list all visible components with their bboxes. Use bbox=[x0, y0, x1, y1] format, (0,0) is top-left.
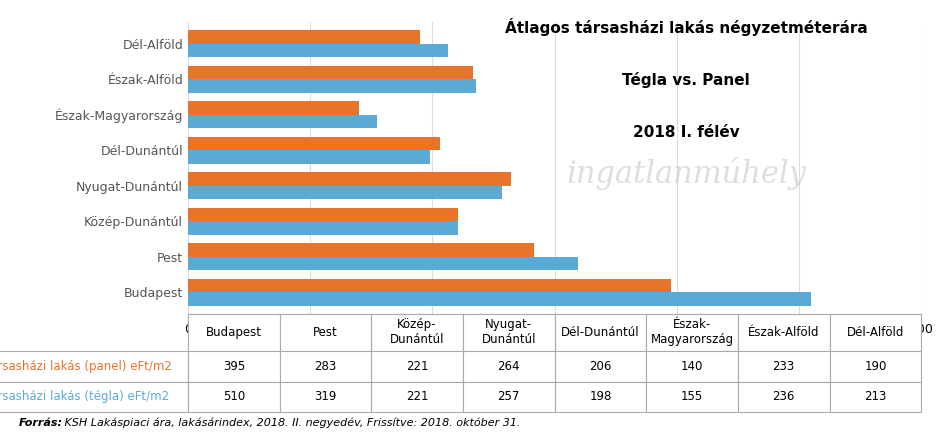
Bar bbox=[188, 79, 477, 93]
Text: KSH Lakáspiaci ára, lakásárindex, 2018. II. negyedév, Frissítve: 2018. október 3: KSH Lakáspiaci ára, lakásárindex, 2018. … bbox=[60, 418, 520, 428]
Text: 2018 I. félév: 2018 I. félév bbox=[633, 125, 740, 140]
Bar bbox=[188, 292, 811, 306]
Bar bbox=[188, 257, 578, 270]
Bar bbox=[188, 30, 420, 44]
Bar bbox=[188, 279, 671, 292]
Bar bbox=[188, 172, 510, 186]
Bar bbox=[188, 208, 458, 221]
Bar bbox=[188, 243, 534, 257]
Bar bbox=[188, 66, 473, 79]
Text: Átlagos társasházi lakás négyzetméterára: Átlagos társasházi lakás négyzetméterára bbox=[505, 18, 868, 36]
Bar bbox=[188, 186, 502, 199]
Bar bbox=[188, 101, 359, 115]
Bar bbox=[188, 221, 458, 235]
Bar bbox=[188, 137, 440, 150]
Text: ingatlanmúhely: ingatlanmúhely bbox=[567, 157, 807, 190]
Bar bbox=[188, 115, 377, 128]
Text: Forrás:: Forrás: bbox=[19, 418, 63, 427]
Bar bbox=[188, 44, 448, 57]
Bar bbox=[188, 150, 430, 164]
Text: Tégla vs. Panel: Tégla vs. Panel bbox=[622, 72, 750, 88]
